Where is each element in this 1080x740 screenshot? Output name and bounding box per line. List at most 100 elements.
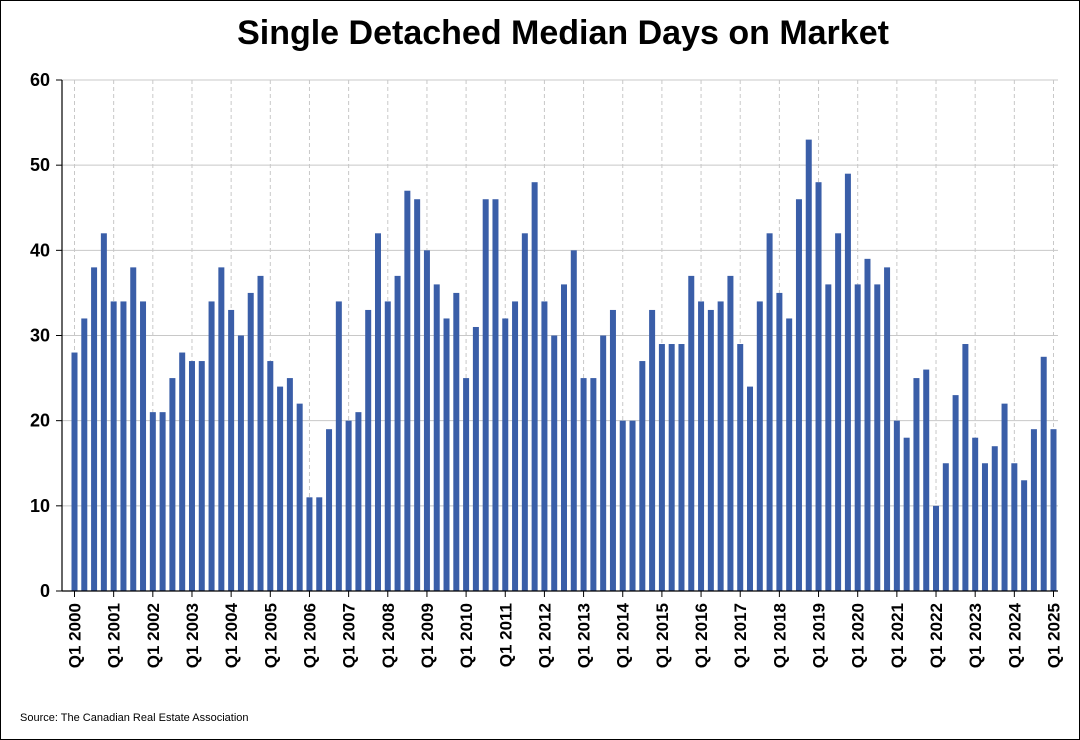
bar (110, 301, 117, 591)
x-tick-label: Q1 2021 (888, 603, 907, 668)
bar (805, 139, 812, 591)
bar (482, 199, 489, 591)
y-tick-label: 60 (30, 70, 50, 90)
bar (893, 420, 900, 591)
chart-title: Single Detached Median Days on Market (237, 14, 889, 52)
bar (923, 369, 930, 591)
bar (492, 199, 499, 591)
bar (727, 275, 734, 591)
bar (561, 284, 567, 591)
x-tick-label: Q1 2022 (927, 603, 946, 668)
x-tick-label: Q1 2011 (496, 603, 515, 667)
x-tick-label: Q1 2008 (379, 603, 398, 668)
x-tick-label: Q1 2014 (614, 602, 633, 668)
bar (639, 361, 646, 591)
y-tick-label: 10 (30, 496, 50, 516)
bar (874, 284, 881, 591)
bar (208, 301, 215, 591)
bar (688, 275, 695, 591)
bar (296, 403, 303, 591)
x-tick-label: Q1 2001 (105, 603, 124, 668)
bar (179, 352, 186, 591)
bar-layer (71, 139, 1057, 592)
bar (531, 182, 538, 591)
bar (776, 292, 783, 591)
bar (198, 361, 205, 591)
x-tick-label: Q1 2004 (222, 602, 241, 668)
bar (844, 173, 851, 591)
bar (756, 301, 763, 591)
x-tick-label: Q1 2015 (653, 603, 672, 668)
bar (1050, 429, 1057, 591)
bar (668, 344, 675, 591)
bar (658, 344, 665, 591)
x-tick-label: Q1 2019 (810, 603, 829, 668)
x-tick-label: Q1 2020 (849, 603, 868, 668)
bar (277, 386, 284, 591)
bar (972, 437, 979, 591)
bar (913, 378, 920, 591)
bar (1021, 480, 1028, 591)
x-tick-label: Q1 2007 (340, 603, 359, 668)
y-tick-label: 0 (40, 581, 50, 601)
bar (903, 437, 910, 591)
bar (795, 199, 802, 591)
x-tick-label: Q1 2003 (183, 603, 202, 668)
bar (149, 412, 156, 591)
bar (100, 233, 107, 592)
bar (1040, 356, 1047, 591)
bar (218, 267, 225, 591)
bar (991, 446, 998, 591)
bar (355, 412, 362, 591)
x-tick-label: Q1 2017 (731, 603, 750, 668)
bar (374, 233, 381, 592)
y-tick-label: 40 (30, 240, 50, 260)
bar (590, 378, 597, 591)
bar (267, 361, 274, 591)
bar (1030, 429, 1037, 591)
bar (120, 301, 127, 591)
axis-layer: 0 10 20 30 40 50 60 Q1 2000 Q1 2001 Q1 2002 Q1 200… (30, 70, 1064, 668)
bar (228, 309, 235, 591)
bar (365, 309, 372, 591)
bar (825, 284, 832, 591)
bar (521, 233, 528, 592)
x-tick-label: Q1 2002 (144, 603, 163, 668)
bar (619, 420, 626, 591)
bar (286, 378, 293, 591)
x-tick-label: Q1 2006 (300, 603, 319, 668)
bar (91, 267, 98, 591)
bar (600, 335, 607, 591)
bar (766, 233, 773, 592)
bar (864, 258, 871, 591)
bar (316, 497, 323, 591)
bar (854, 284, 861, 591)
bar (433, 284, 440, 591)
bar (257, 275, 264, 591)
bar (472, 326, 479, 591)
bar (541, 301, 548, 591)
bar (335, 301, 342, 591)
x-tick-label: Q1 2023 (966, 603, 985, 668)
bar (140, 301, 147, 591)
bar (942, 463, 949, 591)
bar (345, 420, 352, 591)
bar (169, 378, 176, 591)
bar (443, 318, 450, 591)
bar (247, 292, 254, 591)
bar (188, 361, 195, 591)
bar (629, 420, 636, 591)
bar (717, 301, 724, 591)
y-tick-label: 50 (30, 155, 50, 175)
x-tick-label: Q1 2000 (66, 603, 85, 668)
bar (81, 318, 88, 591)
bar (747, 386, 754, 591)
bar (737, 344, 744, 591)
y-tick-label: 20 (30, 411, 50, 431)
x-tick-label: Q1 2013 (575, 603, 594, 668)
x-tick-label: Q1 2024 (1005, 602, 1024, 668)
bar (609, 309, 616, 591)
bar (698, 301, 705, 591)
bar (512, 301, 519, 591)
